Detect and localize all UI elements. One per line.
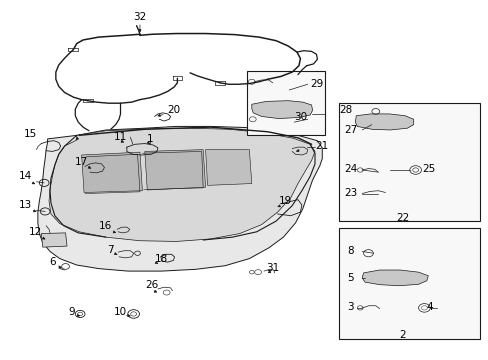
Text: 23: 23 <box>343 188 356 198</box>
Bar <box>339 228 479 339</box>
Text: 17: 17 <box>75 157 88 167</box>
Polygon shape <box>205 150 251 185</box>
Text: 11: 11 <box>114 132 127 142</box>
Polygon shape <box>41 233 67 247</box>
Text: 8: 8 <box>346 247 353 256</box>
Polygon shape <box>362 270 427 286</box>
Text: 10: 10 <box>114 307 127 317</box>
Text: 29: 29 <box>309 78 323 89</box>
Polygon shape <box>81 152 142 193</box>
Bar <box>246 71 324 135</box>
Bar <box>339 103 479 221</box>
Text: 3: 3 <box>346 302 353 312</box>
Text: 24: 24 <box>343 164 356 174</box>
Text: 1: 1 <box>146 134 153 144</box>
Polygon shape <box>38 126 322 271</box>
Text: 5: 5 <box>346 273 353 283</box>
Text: 25: 25 <box>422 164 435 174</box>
Text: 31: 31 <box>266 262 279 273</box>
Text: 9: 9 <box>68 307 75 317</box>
Text: 20: 20 <box>167 105 180 115</box>
Text: 6: 6 <box>49 257 56 267</box>
Text: 13: 13 <box>19 200 32 210</box>
Text: 21: 21 <box>314 141 327 151</box>
Polygon shape <box>251 101 312 118</box>
Text: 12: 12 <box>29 227 42 237</box>
Text: 30: 30 <box>293 112 306 122</box>
Text: 14: 14 <box>19 171 32 181</box>
Text: 22: 22 <box>395 212 408 222</box>
Text: 2: 2 <box>398 330 405 341</box>
Text: 32: 32 <box>133 13 146 22</box>
Text: 15: 15 <box>24 129 37 139</box>
Text: 16: 16 <box>99 221 112 231</box>
Text: 7: 7 <box>107 245 114 255</box>
Text: 4: 4 <box>425 302 432 312</box>
Text: 18: 18 <box>155 253 168 264</box>
Text: 27: 27 <box>343 125 356 135</box>
Polygon shape <box>355 114 413 130</box>
Polygon shape <box>49 128 314 242</box>
Text: 28: 28 <box>339 105 352 115</box>
Polygon shape <box>144 150 205 190</box>
Text: 26: 26 <box>145 280 159 291</box>
Text: 19: 19 <box>278 197 291 206</box>
